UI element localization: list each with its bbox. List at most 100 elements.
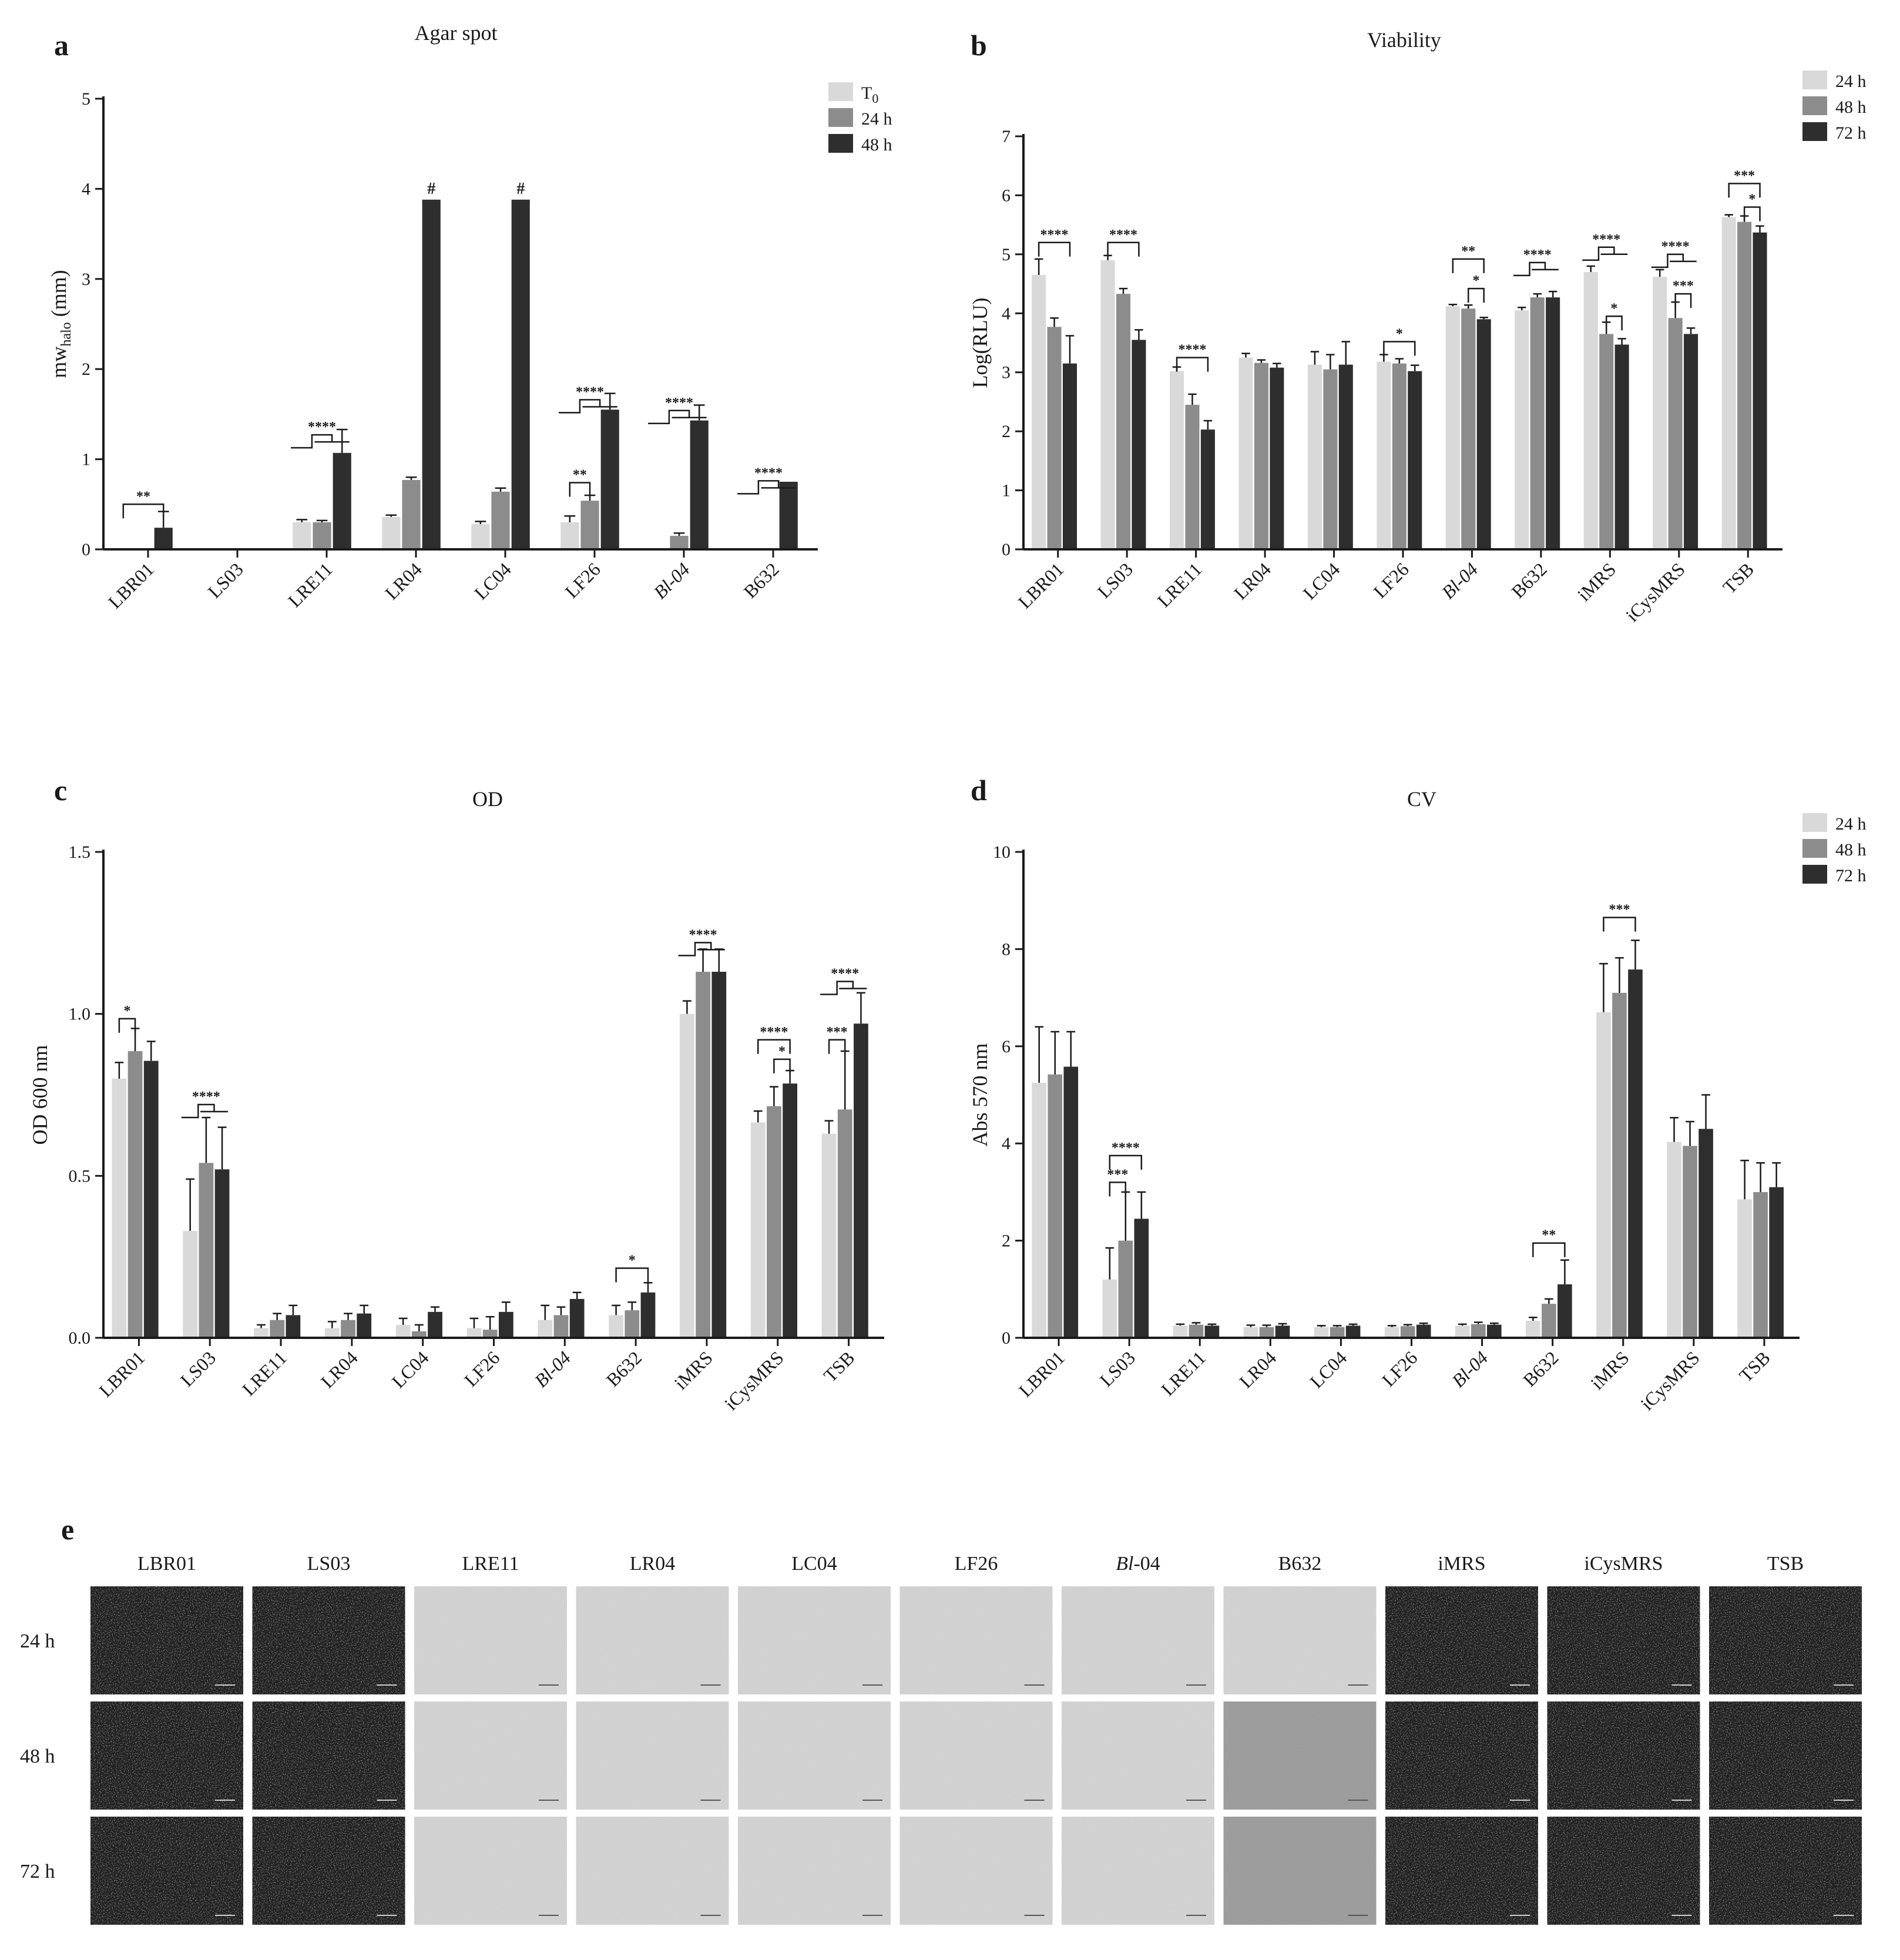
bar-LC04-T0 <box>471 524 490 549</box>
micrograph-tile <box>576 1701 729 1810</box>
micrograph-tile <box>1709 1817 1862 1925</box>
significance-label: *** <box>1107 1167 1128 1182</box>
y-tick-label: 3 <box>82 270 90 289</box>
bar-LR04-24h <box>324 1328 340 1338</box>
x-tick-label-LF26: LF26 <box>1369 558 1412 602</box>
micrograph-tile <box>1547 1701 1700 1810</box>
bar-LR04-24h <box>402 479 421 549</box>
significance-label: *** <box>1609 902 1630 918</box>
bar-LC04-48h <box>411 1331 427 1338</box>
bar-Bl-04-24h <box>1455 1325 1470 1338</box>
significance-label: *** <box>1673 278 1694 294</box>
x-tick-label-TSB: TSB <box>820 1347 859 1386</box>
bar-LC04-24h <box>491 491 510 549</box>
panel-b-chart: Viability Log(RLU) 0 1 2 3 4 5 6 7 LBR01 LS03 LRE11 L… <box>968 28 1867 626</box>
panel-letter-b: b <box>971 29 987 62</box>
x-tick-label-Bl-04: Bl-04 <box>649 558 694 603</box>
significance-label: **** <box>576 384 604 400</box>
bar-LR04-24h <box>1243 1327 1258 1338</box>
y-tick-label: 1 <box>82 450 90 469</box>
significance-bracket <box>648 410 707 425</box>
y-tick-label: 6 <box>1002 186 1011 205</box>
significance-bracket <box>122 504 165 519</box>
significance-bracket <box>559 399 617 414</box>
x-tick-label-LF26: LF26 <box>560 558 604 602</box>
bar-Bl-04-48h <box>1471 1324 1486 1338</box>
chart-title: Viability <box>1367 28 1441 52</box>
x-tick-label-LBR01: LBR01 <box>104 558 158 612</box>
legend-swatch <box>1802 71 1827 89</box>
bar-LBR01-48h <box>154 528 173 549</box>
bar-LC04-72h <box>1338 364 1353 549</box>
x-tick-label-LBR01: LBR01 <box>1015 1347 1069 1401</box>
micrograph-tile <box>90 1586 243 1694</box>
bar-LC04-48h <box>511 199 530 550</box>
panel-c-chart: OD OD 600 nm 0.0 0.5 1.0 1.5 LBR01 LS03 LRE11 LR0… <box>28 787 884 1414</box>
legend-entry-72h: 72 h <box>1835 866 1867 885</box>
bar-TSB-72h <box>854 1023 868 1338</box>
significance-label: **** <box>1592 232 1620 247</box>
legend-entry-72h: 72 h <box>1835 123 1867 143</box>
legend-swatch <box>1802 839 1827 858</box>
x-tick-label-LF26: LF26 <box>1378 1347 1421 1390</box>
significance-bracket <box>828 1039 846 1054</box>
bar-B632-48h <box>1542 1304 1556 1338</box>
x-tick-label-LS03: LS03 <box>203 558 247 602</box>
bar-iMRS-24h <box>680 1013 694 1338</box>
x-tick-label-B632: B632 <box>602 1347 646 1390</box>
bar-LS03-72h <box>214 1169 230 1338</box>
significance-bracket <box>1513 261 1559 277</box>
panel-letter-e: e <box>61 1513 74 1546</box>
bar-LRE11-72h <box>1204 1325 1220 1338</box>
legend-entry-48h: 48 h <box>861 135 892 155</box>
x-tick-label-iMRS: iMRS <box>670 1347 717 1394</box>
bar-LBR01-24h <box>112 1078 127 1338</box>
bar-Bl-04-24h <box>1445 306 1460 549</box>
bar-LF26-48h <box>482 1330 498 1338</box>
micrograph-tile <box>1709 1586 1862 1694</box>
significance-bracket <box>1674 293 1692 308</box>
legend-entry-48h: 48 h <box>1835 840 1867 860</box>
x-tick-label-B632: B632 <box>1519 1347 1562 1390</box>
micrograph-tile <box>252 1586 405 1694</box>
bar-Bl-04-48h <box>553 1315 569 1338</box>
bar-LBR01-72h <box>143 1060 159 1338</box>
y-tick-label: 4 <box>82 179 90 199</box>
bar-LBR01-48h <box>127 1051 143 1338</box>
x-tick-label-B632: B632 <box>1507 558 1550 602</box>
bar-B632-48h <box>779 481 798 549</box>
bar-LBR01-48h <box>1047 327 1062 549</box>
bar-iCysMRS-48h <box>1668 318 1683 549</box>
significance-bracket <box>1452 258 1485 273</box>
bar-Bl-04-72h <box>569 1298 585 1338</box>
micrograph-tile <box>899 1817 1053 1925</box>
significance-label: ** <box>136 489 150 504</box>
bar-LC04-24h <box>395 1324 411 1338</box>
bar-LRE11-24h <box>313 522 331 549</box>
micrograph-column-label-LR04: LR04 <box>630 1553 675 1575</box>
bar-LF26-72h <box>1416 1324 1431 1338</box>
bar-LC04-48h <box>1323 369 1338 549</box>
bar-LBR01-48h <box>1048 1074 1063 1338</box>
significance-label: *** <box>827 1025 848 1040</box>
significance-bracket <box>1383 341 1416 356</box>
micrograph-tile <box>252 1701 405 1810</box>
bar-LF26-T0 <box>560 522 579 549</box>
bar-LC04-48h <box>1330 1327 1345 1338</box>
y-tick-label: 1 <box>1002 481 1011 501</box>
micrograph-tile <box>1062 1817 1214 1925</box>
significance-bracket <box>1107 241 1140 257</box>
significance-label: ** <box>1542 1228 1556 1243</box>
significance-label: **** <box>760 1025 788 1040</box>
bar-iCysMRS-48h <box>767 1106 781 1338</box>
significance-label: * <box>1610 301 1617 316</box>
legend-swatch <box>1802 122 1827 141</box>
significance-label: **** <box>1661 239 1690 254</box>
bar-LR04-72h <box>1275 1325 1290 1338</box>
significance-bracket <box>820 981 867 995</box>
micrograph-tile <box>576 1817 729 1925</box>
y-tick-label: 7 <box>1002 127 1011 146</box>
bar-LR04-48h <box>341 1320 355 1338</box>
bar-Bl-04-48h <box>1461 308 1476 549</box>
micrograph-tile <box>90 1817 243 1925</box>
